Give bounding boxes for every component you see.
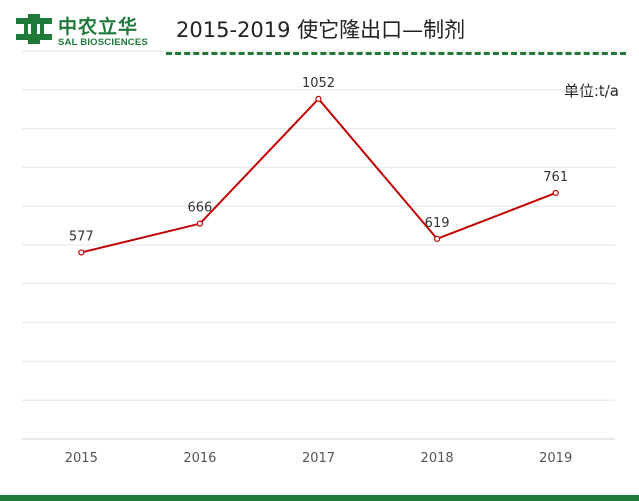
logo-chinese-name: 中农立华 xyxy=(58,16,139,38)
sal-logo-icon xyxy=(16,14,52,44)
data-point xyxy=(78,249,85,256)
unit-label: 单位:t/a xyxy=(563,82,619,100)
data-point xyxy=(196,220,203,227)
x-tick-label: 2015 xyxy=(65,451,98,466)
data-label: 619 xyxy=(425,216,450,231)
logo-english-name: SAL BIOSCIENCES xyxy=(58,37,148,48)
series-line xyxy=(81,97,557,254)
title-divider xyxy=(166,52,626,55)
data-label: 1052 xyxy=(302,76,335,91)
data-label: 666 xyxy=(187,201,212,216)
data-label: 761 xyxy=(543,170,568,185)
data-point xyxy=(434,235,441,242)
data-point xyxy=(315,95,322,102)
x-tick-label: 2016 xyxy=(183,451,216,466)
chart-title: 2015-2019 使它隆出口—制剂 xyxy=(176,18,466,42)
data-label: 577 xyxy=(69,229,94,244)
bottom-bar xyxy=(0,495,639,501)
x-tick-label: 2018 xyxy=(421,451,454,466)
company-logo: 中农立华 SAL BIOSCIENCES xyxy=(14,10,154,50)
x-tick-label: 2017 xyxy=(302,451,335,466)
x-tick-label: 2019 xyxy=(539,451,572,466)
data-point xyxy=(552,189,559,197)
